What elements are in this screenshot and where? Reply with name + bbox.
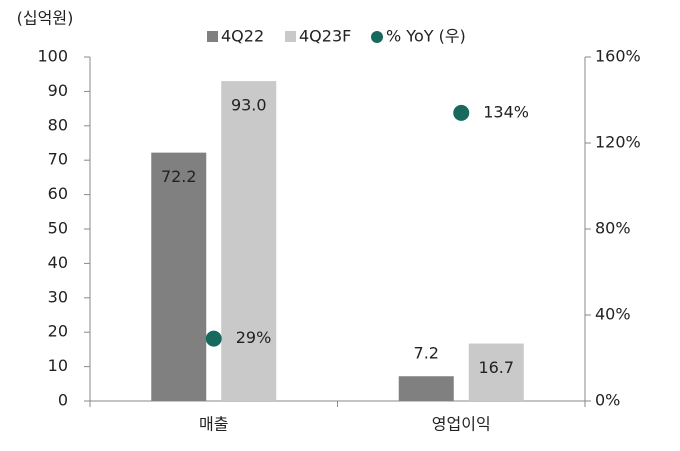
y-tick-label: 70 [48, 150, 68, 169]
data-label: 72.2 [161, 167, 197, 186]
bar [151, 152, 207, 401]
legend-marker [371, 31, 383, 43]
data-label: 29% [236, 328, 272, 347]
y-tick-label: 50 [48, 219, 68, 238]
data-label: 16.7 [478, 358, 514, 377]
y-tick-label: 60 [48, 184, 68, 203]
bar [398, 376, 454, 401]
y2-tick-label: 40% [595, 305, 631, 324]
x-tick-label: 영업이익 [432, 415, 491, 434]
y-tick-label: 30 [48, 287, 68, 306]
y-tick-label: 20 [48, 322, 68, 341]
y-axis-label: (십억원) [17, 9, 74, 28]
bar [468, 343, 524, 401]
legend-label: % YoY (우) [386, 27, 466, 46]
y-tick-label: 40 [48, 253, 68, 272]
y2-tick-label: 0% [595, 391, 620, 410]
yoy-dot [205, 330, 222, 347]
bar [221, 81, 277, 401]
legend-label: 4Q22 [221, 27, 264, 46]
legend-label: 4Q23F [299, 27, 351, 46]
y-tick-label: 80 [48, 115, 68, 134]
y-tick-label: 90 [48, 81, 68, 100]
y2-tick-label: 120% [595, 133, 641, 152]
x-tick-label: 매출 [199, 415, 228, 434]
legend-marker [207, 31, 218, 42]
y-tick-label: 10 [48, 356, 68, 375]
yoy-dot [453, 104, 470, 121]
y2-tick-label: 160% [595, 47, 641, 66]
y-tick-label: 100 [37, 47, 68, 66]
y-tick-label: 0 [58, 391, 68, 410]
y2-tick-label: 80% [595, 219, 631, 238]
data-label: 93.0 [231, 96, 267, 115]
legend-marker [285, 31, 296, 42]
data-label: 7.2 [414, 344, 439, 363]
data-label: 134% [483, 102, 529, 121]
